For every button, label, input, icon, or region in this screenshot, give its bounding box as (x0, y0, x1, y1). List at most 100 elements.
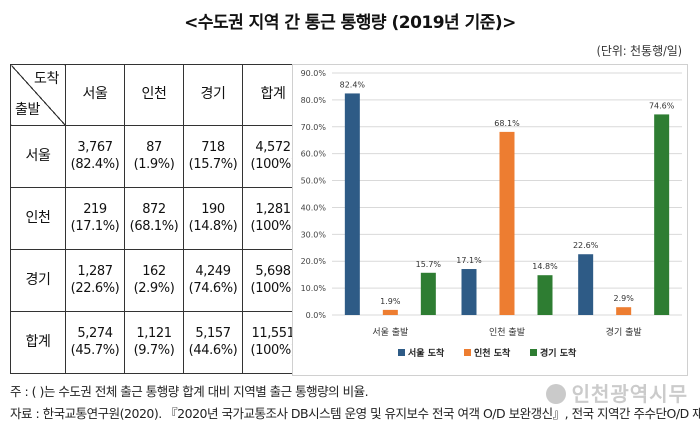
watermark-logo-icon (545, 384, 566, 404)
table-cell: 5,157 (44.6%) (183, 311, 243, 374)
bar (654, 114, 670, 315)
legend-swatch (464, 349, 471, 356)
source-note: 자료 : 한국교통연구원(2020). 『2020년 국가교통조사 DB시스템 … (10, 406, 700, 421)
cell-percent: (1.9%) (133, 156, 175, 172)
bar (344, 93, 360, 316)
cell-value: 718 (201, 140, 225, 156)
table-cell: 219 (17.1%) (65, 187, 125, 250)
y-tick-label: 90.0% (301, 69, 327, 78)
cell-percent: (100%) (250, 156, 296, 172)
y-tick-label: 40.0% (301, 203, 327, 212)
table-cell: 718 (15.7%) (183, 125, 243, 188)
row-header: 서울 (10, 125, 66, 188)
table-header-row: 도착 출발 서울 인천 경기 합계 (10, 64, 304, 126)
cell-percent: (82.4%) (70, 156, 120, 172)
bar (537, 275, 553, 315)
cell-value: 162 (142, 264, 166, 280)
corner-arrival-label: 도착 (34, 71, 59, 87)
cell-value: 5,698 (255, 264, 291, 280)
cell-percent: (45.7%) (70, 342, 120, 358)
table-cell: 4,249 (74.6%) (183, 249, 243, 312)
cell-value: 4,572 (255, 140, 291, 156)
column-header: 서울 (65, 64, 125, 126)
cell-value: 1,121 (136, 326, 172, 342)
y-tick-label: 30.0% (301, 230, 327, 239)
table-cell: 162 (2.9%) (124, 249, 184, 312)
footnote: 주 : ( )는 수도권 전체 출근 통행량 합계 대비 지역별 출근 통행량의… (10, 384, 369, 399)
cell-percent: (22.6%) (70, 280, 120, 296)
bar (578, 254, 594, 315)
bar (420, 272, 436, 315)
bar (499, 131, 515, 315)
data-label: 22.6% (573, 241, 599, 250)
cell-percent: (100%) (250, 280, 296, 296)
bar-chart-svg: 0.0% 10.0% 20.0% 30.0% 40.0% 50.0% 60.0% 70.0% 8… (292, 64, 688, 376)
cell-percent: (2.9%) (133, 280, 175, 296)
cell-value: 219 (83, 202, 107, 218)
legend-label: 서울 도착 (408, 347, 445, 359)
data-label: 74.6% (649, 101, 675, 110)
data-label: 1.9% (380, 297, 401, 306)
table-cell: 1,287 (22.6%) (65, 249, 125, 312)
table-row: 인천 219 (17.1%) 872 (68.1%) 190 (14.8%) 1,28… (10, 187, 304, 250)
commute-table: 도착 출발 서울 인천 경기 합계 서울 3,767 (82.4%) 87 (1.9… (10, 64, 304, 374)
column-header: 경기 (183, 64, 243, 126)
category-label: 인천 출발 (489, 327, 525, 338)
bar (616, 307, 632, 315)
unit-label: (단위: 천통행/일) (596, 44, 682, 58)
data-label: 82.4% (340, 80, 366, 89)
legend-label: 경기 도착 (540, 347, 577, 359)
table-cell: 87 (1.9%) (124, 125, 184, 188)
cell-value: 872 (142, 202, 166, 218)
cell-percent: (100%) (250, 218, 296, 234)
y-tick-label: 70.0% (301, 123, 327, 132)
y-tick-label: 0.0% (306, 311, 327, 320)
cell-value: 3,767 (77, 140, 113, 156)
corner-departure-label: 출발 (15, 101, 40, 118)
category-label: 서울 출발 (372, 327, 408, 338)
y-tick-label: 20.0% (301, 257, 327, 266)
y-tick-label: 60.0% (301, 150, 327, 159)
category-label: 경기 출발 (606, 326, 642, 338)
cell-value: 5,157 (195, 326, 231, 342)
row-header: 합계 (10, 311, 66, 374)
data-label: 15.7% (416, 260, 442, 269)
cell-percent: (74.6%) (188, 280, 238, 296)
cell-value: 190 (201, 202, 225, 218)
cell-percent: (17.1%) (70, 218, 120, 234)
cell-percent: (9.7%) (133, 342, 175, 358)
legend-label: 인천 도착 (474, 347, 511, 359)
cell-percent: (14.8%) (188, 218, 238, 234)
bar (461, 269, 477, 315)
bar (382, 309, 398, 315)
table-cell: 5,274 (45.7%) (65, 311, 125, 374)
data-label: 2.9% (614, 294, 635, 303)
data-label: 14.8% (532, 262, 558, 271)
table-row: 합계 5,274 (45.7%) 1,121 (9.7%) 5,157 (44.6%)… (10, 311, 304, 374)
data-label: 68.1% (494, 119, 520, 128)
data-label: 17.1% (456, 256, 482, 265)
cell-value: 4,249 (195, 264, 231, 280)
bar-chart: 0.0% 10.0% 20.0% 30.0% 40.0% 50.0% 60.0% 70.0% 8… (292, 64, 688, 376)
cell-value: 5,274 (77, 326, 113, 342)
row-header: 경기 (10, 249, 66, 312)
page-title: <수도권 지역 간 통근 통행량 (2019년 기준)> (184, 13, 516, 33)
y-tick-label: 80.0% (301, 96, 327, 105)
cell-value: 87 (146, 140, 162, 156)
cell-percent: (100%) (250, 342, 296, 358)
watermark: 인천광역시무 (545, 378, 688, 407)
table-row: 서울 3,767 (82.4%) 87 (1.9%) 718 (15.7%) 4,57… (10, 125, 304, 188)
table-cell: 872 (68.1%) (124, 187, 184, 250)
legend-swatch (530, 349, 537, 356)
y-tick-label: 50.0% (301, 177, 327, 186)
row-header: 인천 (10, 187, 66, 250)
table-row: 경기 1,287 (22.6%) 162 (2.9%) 4,249 (74.6%) 5… (10, 249, 304, 312)
table-cell: 190 (14.8%) (183, 187, 243, 250)
column-header: 인천 (124, 64, 184, 126)
y-tick-label: 10.0% (301, 284, 327, 293)
cell-value: 11,551 (251, 326, 295, 342)
cell-percent: (15.7%) (188, 156, 238, 172)
cell-value: 1,281 (255, 202, 291, 218)
table-cell: 3,767 (82.4%) (65, 125, 125, 188)
cell-percent: (44.6%) (188, 342, 238, 358)
